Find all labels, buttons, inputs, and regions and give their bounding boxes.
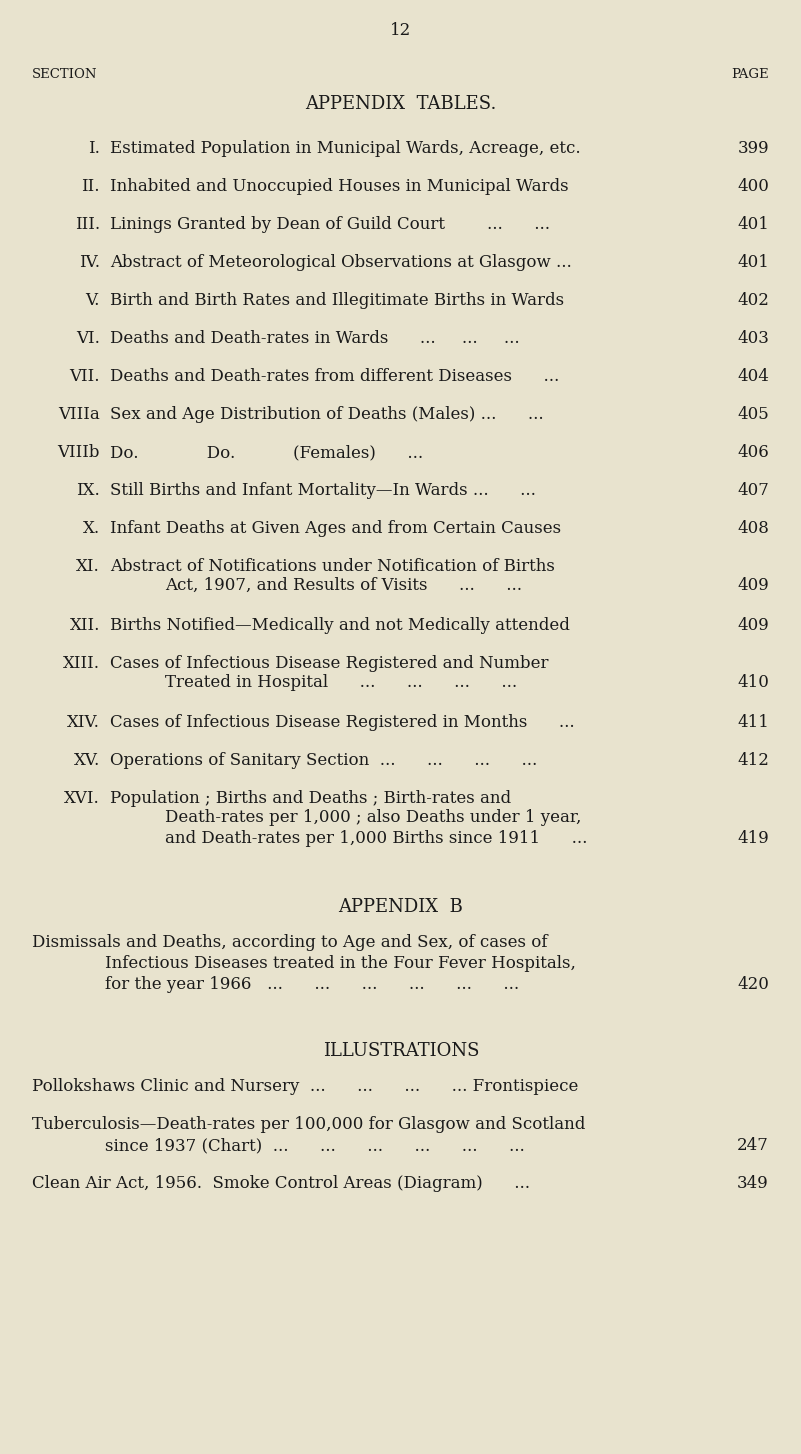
Text: Dismissals and Deaths, according to Age and Sex, of cases of: Dismissals and Deaths, according to Age … xyxy=(32,933,548,951)
Text: APPENDIX  TABLES.: APPENDIX TABLES. xyxy=(305,95,497,113)
Text: SECTION: SECTION xyxy=(32,68,98,81)
Text: VIIIa: VIIIa xyxy=(58,406,100,423)
Text: Abstract of Notifications under Notification of Births: Abstract of Notifications under Notifica… xyxy=(110,558,555,574)
Text: 404: 404 xyxy=(737,368,769,385)
Text: XIII.: XIII. xyxy=(63,654,100,672)
Text: Clean Air Act, 1956.  Smoke Control Areas (Diagram)      ...: Clean Air Act, 1956. Smoke Control Areas… xyxy=(32,1175,530,1192)
Text: 402: 402 xyxy=(737,292,769,310)
Text: 420: 420 xyxy=(737,976,769,993)
Text: 407: 407 xyxy=(737,481,769,499)
Text: II.: II. xyxy=(82,177,100,195)
Text: Do.             Do.           (Females)      ...: Do. Do. (Females) ... xyxy=(110,443,423,461)
Text: PAGE: PAGE xyxy=(731,68,769,81)
Text: 349: 349 xyxy=(737,1175,769,1192)
Text: Still Births and Infant Mortality—In Wards ...      ...: Still Births and Infant Mortality—In War… xyxy=(110,481,536,499)
Text: Deaths and Death-rates from different Diseases      ...: Deaths and Death-rates from different Di… xyxy=(110,368,559,385)
Text: XV.: XV. xyxy=(74,752,100,769)
Text: 399: 399 xyxy=(738,140,769,157)
Text: Abstract of Meteorological Observations at Glasgow ...: Abstract of Meteorological Observations … xyxy=(110,254,572,270)
Text: 401: 401 xyxy=(737,254,769,270)
Text: 406: 406 xyxy=(737,443,769,461)
Text: X.: X. xyxy=(83,521,100,537)
Text: ILLUSTRATIONS: ILLUSTRATIONS xyxy=(323,1043,479,1060)
Text: and Death-rates per 1,000 Births since 1911      ...: and Death-rates per 1,000 Births since 1… xyxy=(165,830,587,848)
Text: Act, 1907, and Results of Visits      ...      ...: Act, 1907, and Results of Visits ... ... xyxy=(165,577,522,595)
Text: VII.: VII. xyxy=(70,368,100,385)
Text: Population ; Births and Deaths ; Birth-rates and: Population ; Births and Deaths ; Birth-r… xyxy=(110,790,511,807)
Text: 401: 401 xyxy=(737,217,769,233)
Text: 419: 419 xyxy=(737,830,769,848)
Text: 403: 403 xyxy=(737,330,769,348)
Text: Birth and Birth Rates and Illegitimate Births in Wards: Birth and Birth Rates and Illegitimate B… xyxy=(110,292,564,310)
Text: XIV.: XIV. xyxy=(67,714,100,731)
Text: Births Notified—Medically and not Medically attended: Births Notified—Medically and not Medica… xyxy=(110,616,570,634)
Text: 412: 412 xyxy=(737,752,769,769)
Text: 410: 410 xyxy=(737,675,769,691)
Text: Cases of Infectious Disease Registered and Number: Cases of Infectious Disease Registered a… xyxy=(110,654,549,672)
Text: 405: 405 xyxy=(737,406,769,423)
Text: XII.: XII. xyxy=(70,616,100,634)
Text: IX.: IX. xyxy=(76,481,100,499)
Text: Estimated Population in Municipal Wards, Acreage, etc.: Estimated Population in Municipal Wards,… xyxy=(110,140,581,157)
Text: VI.: VI. xyxy=(76,330,100,348)
Text: Linings Granted by Dean of Guild Court        ...      ...: Linings Granted by Dean of Guild Court .… xyxy=(110,217,550,233)
Text: VIIIb: VIIIb xyxy=(58,443,100,461)
Text: XVI.: XVI. xyxy=(64,790,100,807)
Text: Sex and Age Distribution of Deaths (Males) ...      ...: Sex and Age Distribution of Deaths (Male… xyxy=(110,406,544,423)
Text: Operations of Sanitary Section  ...      ...      ...      ...: Operations of Sanitary Section ... ... .… xyxy=(110,752,537,769)
Text: III.: III. xyxy=(74,217,100,233)
Text: XI.: XI. xyxy=(76,558,100,574)
Text: 408: 408 xyxy=(737,521,769,537)
Text: 400: 400 xyxy=(737,177,769,195)
Text: 411: 411 xyxy=(737,714,769,731)
Text: Deaths and Death-rates in Wards      ...     ...     ...: Deaths and Death-rates in Wards ... ... … xyxy=(110,330,520,348)
Text: Cases of Infectious Disease Registered in Months      ...: Cases of Infectious Disease Registered i… xyxy=(110,714,574,731)
Text: Inhabited and Unoccupied Houses in Municipal Wards: Inhabited and Unoccupied Houses in Munic… xyxy=(110,177,569,195)
Text: V.: V. xyxy=(86,292,100,310)
Text: 247: 247 xyxy=(737,1137,769,1154)
Text: Tuberculosis—Death-rates per 100,000 for Glasgow and Scotland: Tuberculosis—Death-rates per 100,000 for… xyxy=(32,1117,586,1133)
Text: IV.: IV. xyxy=(79,254,100,270)
Text: 409: 409 xyxy=(737,616,769,634)
Text: Treated in Hospital      ...      ...      ...      ...: Treated in Hospital ... ... ... ... xyxy=(165,675,517,691)
Text: Death-rates per 1,000 ; also Deaths under 1 year,: Death-rates per 1,000 ; also Deaths unde… xyxy=(165,808,582,826)
Text: APPENDIX  B: APPENDIX B xyxy=(339,899,464,916)
Text: Infant Deaths at Given Ages and from Certain Causes: Infant Deaths at Given Ages and from Cer… xyxy=(110,521,562,537)
Text: since 1937 (Chart)  ...      ...      ...      ...      ...      ...: since 1937 (Chart) ... ... ... ... ... .… xyxy=(105,1137,525,1154)
Text: Infectious Diseases treated in the Four Fever Hospitals,: Infectious Diseases treated in the Four … xyxy=(105,955,576,973)
Text: 12: 12 xyxy=(390,22,412,39)
Text: I.: I. xyxy=(88,140,100,157)
Text: for the year 1966   ...      ...      ...      ...      ...      ...: for the year 1966 ... ... ... ... ... ..… xyxy=(105,976,519,993)
Text: Pollokshaws Clinic and Nursery  ...      ...      ...      ... Frontispiece: Pollokshaws Clinic and Nursery ... ... .… xyxy=(32,1077,578,1095)
Text: 409: 409 xyxy=(737,577,769,595)
